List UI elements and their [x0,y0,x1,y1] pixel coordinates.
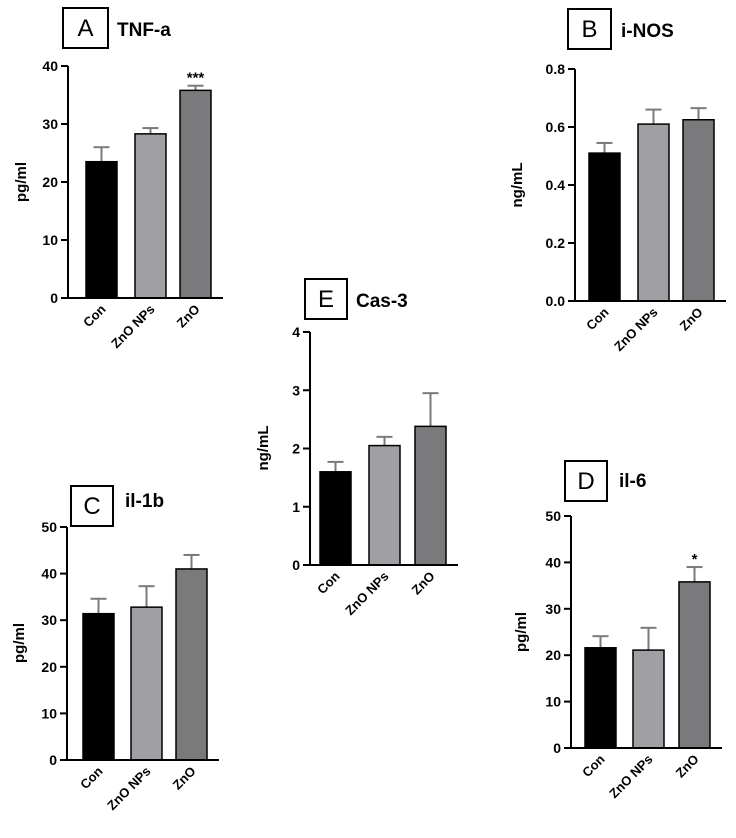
bar-zno [179,89,212,299]
x-tick-label: Con [579,751,608,780]
panel-letter-box [70,485,114,527]
panel-letter: C [83,493,100,520]
y-tick-label: 4 [292,324,300,340]
panel-letter: E [318,286,334,313]
bar-zno-nps [368,444,401,566]
y-tick-label: 30 [42,116,58,132]
y-axis-label: pg/ml [11,623,28,663]
y-tick-label: 0.4 [546,177,566,193]
x-tick-label: ZnO [170,764,199,793]
y-tick-label: 30 [545,601,561,617]
x-tick-label: ZnO NPs [611,305,660,354]
y-tick-label: 10 [42,232,58,248]
bar-zno [175,568,208,761]
y-tick-label: 0.6 [546,119,566,135]
panel-letter: A [77,15,93,42]
y-tick-label: 50 [545,508,561,524]
x-tick-label: ZnO NPs [104,764,153,813]
y-tick-label: 1 [292,499,300,515]
panel-letter-box [62,7,109,49]
y-tick-label: 0 [553,740,561,756]
bar-zno [678,581,711,749]
bar-zno [414,425,447,566]
y-axis-label: pg/ml [13,162,30,202]
panel-letter-box [304,278,348,320]
y-tick-label: 20 [545,647,561,663]
y-tick-label: 0 [50,290,58,306]
bar-con [584,647,617,749]
bar-zno [682,119,715,302]
y-tick-label: 40 [42,58,58,74]
x-tick-label: ZnO [174,302,203,331]
bar-zno-nps [637,123,670,302]
y-tick-label: 0.8 [546,61,566,77]
panel-letter-box [567,8,612,50]
bar-con [82,612,115,761]
significance-mark: * [692,551,698,568]
panel-e: E Cas-3 0 1 2 3 4 ng/mL Con ZnO NPs ZnO [255,278,458,618]
x-tick-label: Con [77,763,106,792]
y-tick-label: 0 [292,557,300,573]
y-tick-label: 40 [41,566,57,582]
y-tick-label: 40 [545,554,561,570]
y-tick-label: 20 [41,659,57,675]
panel-letter-box [564,460,608,502]
y-tick-label: 0.0 [546,293,566,309]
y-tick-label: 0 [49,752,57,768]
y-tick-label: 10 [41,705,57,721]
x-tick-label: Con [80,301,109,330]
bar-zno-nps [130,606,163,761]
x-tick-label: Con [583,304,612,333]
significance-mark: *** [187,70,205,87]
panel-letter: D [577,468,594,495]
y-axis-label: ng/mL [509,163,526,208]
bar-zno-nps [632,649,665,749]
y-tick-label: 2 [292,441,300,457]
y-axis-label: pg/ml [513,612,530,652]
x-tick-label: ZnO [673,752,702,781]
chart-title: il-6 [619,471,646,492]
y-tick-label: 50 [41,519,57,535]
y-tick-label: 0.2 [546,235,566,251]
chart-title: Cas-3 [356,291,408,312]
x-tick-label: ZnO NPs [342,569,391,618]
y-tick-label: 3 [292,382,300,398]
y-tick-label: 30 [41,612,57,628]
bar-con [85,160,118,299]
chart-title: i-NOS [621,21,674,42]
x-tick-label: ZnO [409,569,438,598]
y-axis-label: ng/mL [255,426,272,471]
panel-letter: B [581,16,597,43]
chart-title: TNF-a [117,20,171,41]
bar-zno-nps [134,133,167,299]
x-tick-label: ZnO NPs [108,302,157,351]
x-tick-label: ZnO NPs [606,752,655,801]
y-tick-label: 20 [42,174,58,190]
panel-a: A TNF-a 0 10 20 30 40 pg/ml Con ZnO NPs ZnO *** [13,7,223,351]
bar-con [319,471,352,566]
y-tick-label: 10 [545,694,561,710]
bar-con [588,152,621,302]
chart-title: il-1b [125,491,164,512]
x-tick-label: Con [314,568,343,597]
x-tick-label: ZnO [677,305,706,334]
